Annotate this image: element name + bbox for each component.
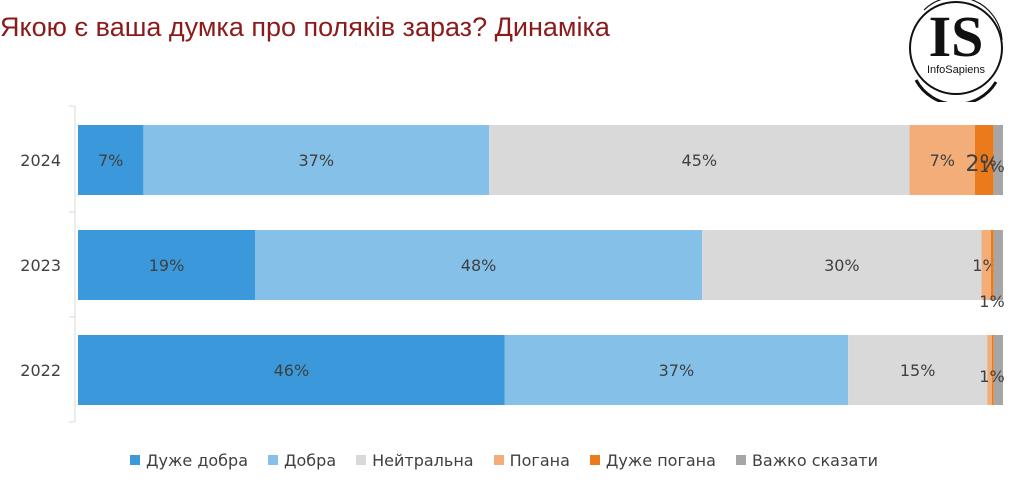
bar-segment xyxy=(974,125,994,195)
category-label: 2024 xyxy=(20,151,61,170)
legend-swatch xyxy=(493,455,504,465)
legend-label: Добра xyxy=(284,450,337,470)
logo-text: IS xyxy=(929,4,984,69)
bar-segment xyxy=(990,230,994,300)
legend-label: Важко сказати xyxy=(751,450,878,470)
infosapiens-logo: IS InfoSapiens xyxy=(909,0,1003,102)
data-label: 15% xyxy=(900,361,936,380)
data-label: 45% xyxy=(682,151,718,170)
data-label: 1% xyxy=(979,157,1004,176)
bar-segment xyxy=(981,230,991,300)
data-label: 19% xyxy=(149,256,185,275)
chart-legend: Дуже добра Добра Нейтральна Погана Дуже пога… xyxy=(0,448,1028,472)
data-label: 48% xyxy=(461,256,497,275)
bar-segment xyxy=(991,335,994,405)
legend-label: Нейтральна xyxy=(372,450,474,470)
bar-segment xyxy=(78,230,255,300)
bar-segment xyxy=(987,335,992,405)
legend-item: Нейтральна xyxy=(356,448,474,472)
legend-label: Дуже добра xyxy=(146,450,248,470)
legend-label: Погана xyxy=(509,450,570,470)
legend-swatch xyxy=(735,455,746,465)
bar-segment xyxy=(504,335,849,405)
bar-segment xyxy=(993,335,1003,405)
legend-swatch xyxy=(356,455,367,465)
legend-swatch xyxy=(268,455,278,465)
data-label: 37% xyxy=(659,361,695,380)
bar-segment xyxy=(143,125,490,195)
data-label: 7% xyxy=(98,151,123,170)
chart-title: Якою є ваша думка про поляків зараз? Дин… xyxy=(0,12,610,42)
data-label: 30% xyxy=(824,256,860,275)
stacked-bar-chart: 2024 7% 37% 45% 7% 2%1%2023 19% 48% 30% 1%1%2022 4… xyxy=(20,105,1005,423)
legend-item: Дуже погана xyxy=(589,448,716,472)
category-label: 2022 xyxy=(20,361,61,380)
bar-segment xyxy=(78,335,505,405)
bar-segment xyxy=(909,125,975,195)
category-label: 2023 xyxy=(20,256,61,275)
data-label: 7% xyxy=(930,151,955,170)
bar-segment xyxy=(78,125,144,195)
legend-item: Дуже добра xyxy=(130,448,248,472)
legend-item: Добра xyxy=(268,448,336,472)
data-label: 1% xyxy=(979,367,1004,386)
bar-segment xyxy=(254,230,703,300)
legend-item: Важко сказати xyxy=(735,448,878,472)
bar-segment xyxy=(702,230,982,300)
legend-label: Дуже погана xyxy=(605,450,716,470)
legend-swatch xyxy=(130,455,140,465)
logo-subtext: InfoSapiens xyxy=(927,64,986,76)
bar-segment xyxy=(993,230,1003,300)
legend-item: Погана xyxy=(493,448,570,472)
data-label: 46% xyxy=(274,361,310,380)
bar-segment xyxy=(848,335,988,405)
bar-segment xyxy=(993,125,1003,195)
bar-segment xyxy=(489,125,910,195)
data-label: 37% xyxy=(298,151,334,170)
data-label: 1% xyxy=(979,292,1004,311)
legend-swatch xyxy=(589,455,600,465)
